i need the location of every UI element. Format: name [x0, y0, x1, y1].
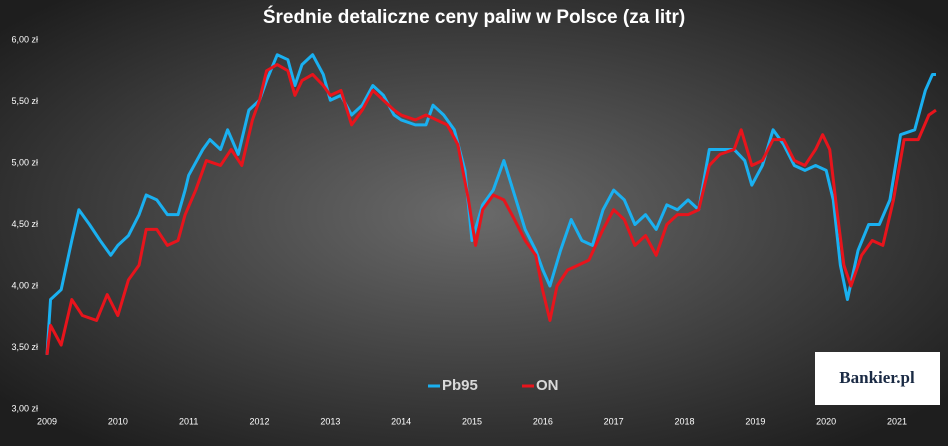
x-tick-label: 2014	[391, 416, 411, 426]
logo: Bankier.pl	[839, 368, 915, 387]
chart-title: Średnie detaliczne ceny paliw w Polsce (…	[263, 6, 685, 28]
x-tick-label: 2016	[533, 416, 553, 426]
x-tick-label: 2015	[462, 416, 482, 426]
y-tick-label: 6,00 zł	[11, 34, 38, 44]
legend-label: Pb95	[442, 377, 478, 394]
logo-box	[815, 352, 940, 405]
y-tick-label: 3,00 zł	[11, 403, 38, 413]
x-tick-label: 2013	[320, 416, 340, 426]
y-tick-label: 3,50 zł	[11, 342, 38, 352]
y-tick-label: 5,00 zł	[11, 157, 38, 167]
y-tick-label: 5,50 zł	[11, 96, 38, 106]
x-tick-label: 2009	[37, 416, 57, 426]
y-tick-label: 4,50 zł	[11, 219, 38, 229]
x-tick-label: 2017	[604, 416, 624, 426]
series-line	[45, 63, 937, 356]
x-tick-label: 2012	[249, 416, 269, 426]
x-tick-label: 2011	[179, 416, 198, 426]
x-tick-label: 2020	[816, 416, 836, 426]
x-tick-label: 2019	[745, 416, 765, 426]
x-tick-label: 2010	[108, 416, 128, 426]
x-tick-label: 2018	[674, 416, 694, 426]
legend-label: ON	[536, 377, 559, 394]
y-tick-label: 4,00 zł	[11, 280, 38, 290]
series-line	[45, 53, 936, 355]
x-tick-label: 2021	[887, 416, 907, 426]
